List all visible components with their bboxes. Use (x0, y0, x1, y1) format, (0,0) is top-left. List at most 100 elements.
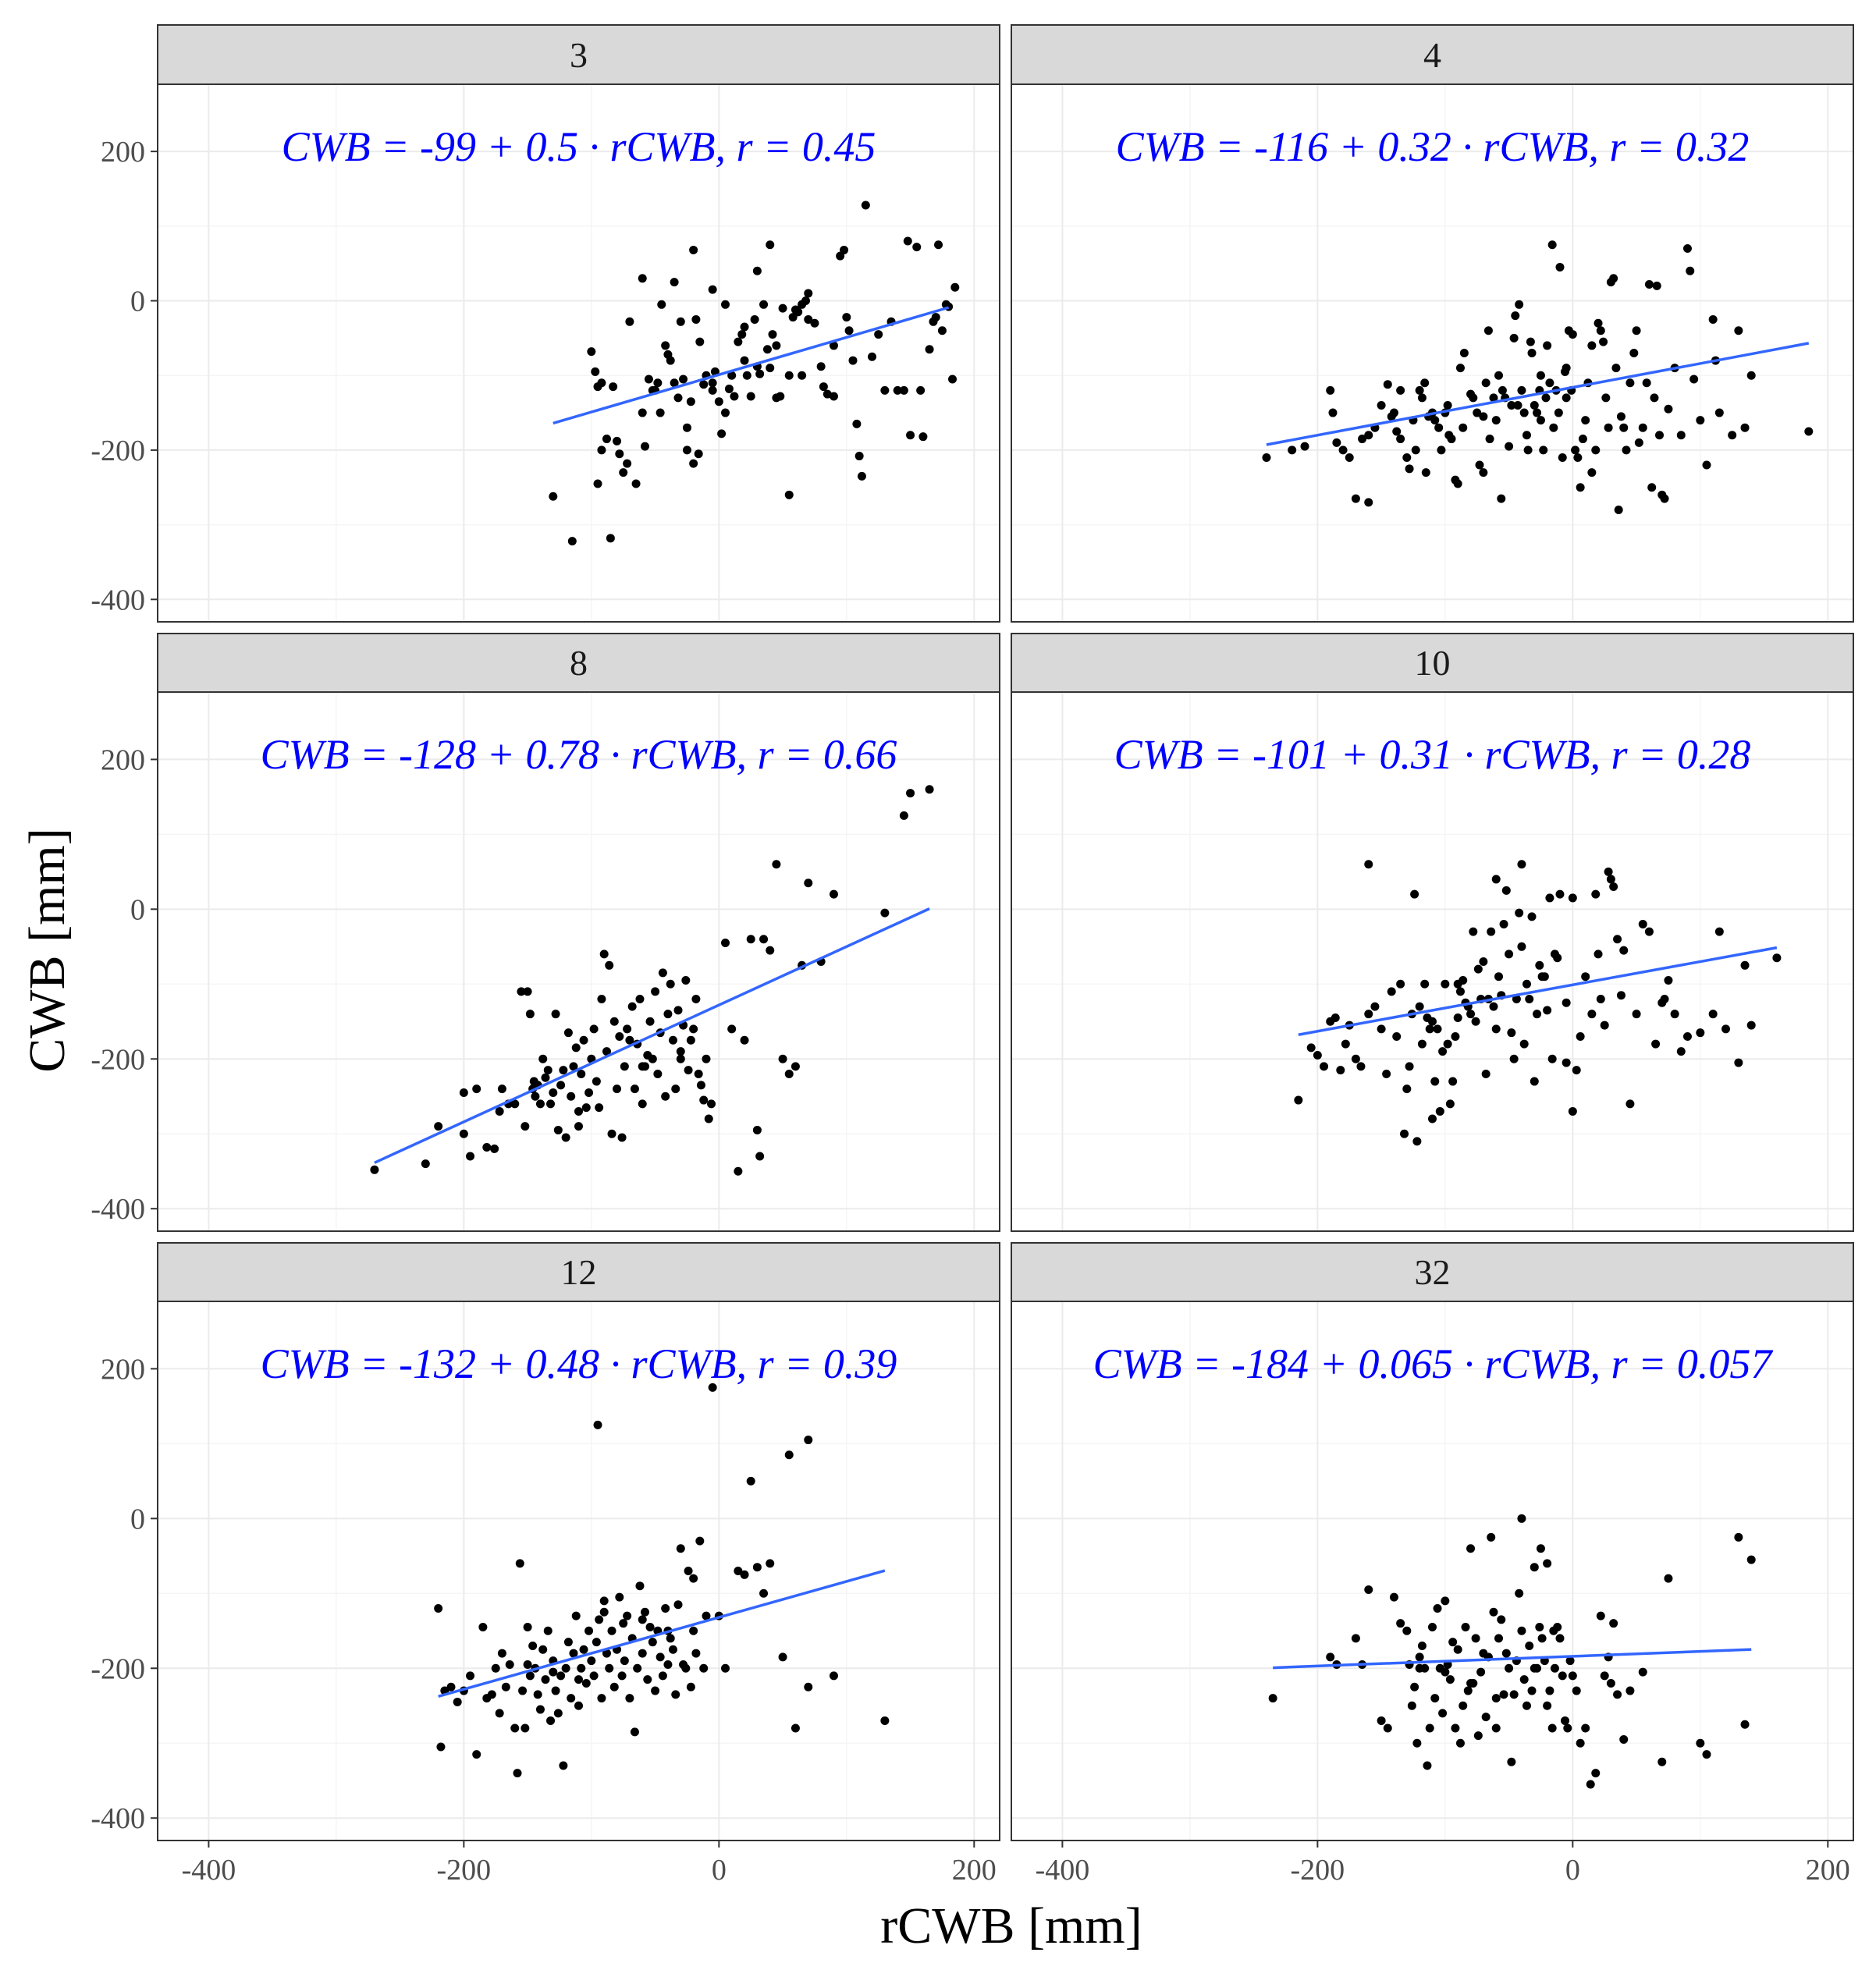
data-point (1539, 445, 1547, 454)
data-point (370, 1166, 378, 1174)
data-point (1696, 416, 1704, 424)
data-point (727, 1024, 736, 1033)
data-point (544, 1066, 552, 1074)
data-point (1464, 1687, 1473, 1695)
data-point (1586, 1780, 1595, 1789)
data-point (1482, 1713, 1490, 1721)
data-point (568, 537, 577, 545)
data-point (1364, 860, 1373, 868)
equation-label: CWB = -128 + 0.78 · rCWB, r = 0.66 (261, 731, 897, 778)
data-point (1576, 1032, 1585, 1041)
data-point (1548, 240, 1557, 249)
data-point (590, 1024, 599, 1033)
data-point (1420, 980, 1429, 989)
data-point (1629, 349, 1638, 357)
data-point (689, 1574, 698, 1583)
data-point (677, 1047, 685, 1056)
data-point (1326, 1652, 1334, 1661)
data-point (715, 397, 723, 406)
data-point (524, 1660, 532, 1669)
data-point (1617, 991, 1626, 999)
data-point (538, 1645, 547, 1654)
y-tick-label: 0 (130, 1503, 145, 1535)
data-point (1569, 330, 1577, 339)
data-point (1384, 1724, 1392, 1733)
data-point (766, 364, 774, 372)
data-point (819, 382, 828, 391)
data-point (1486, 435, 1494, 443)
data-point (721, 300, 730, 309)
data-point (645, 374, 653, 383)
equation-label: CWB = -184 + 0.065 · rCWB, r = 0.057 (1093, 1340, 1774, 1387)
data-point (1563, 1724, 1572, 1733)
data-point (608, 1627, 616, 1635)
data-point (687, 1036, 695, 1045)
data-point (1643, 378, 1651, 387)
data-point (772, 393, 780, 402)
data-point (810, 319, 819, 328)
data-point (691, 1649, 700, 1658)
data-point (659, 1671, 667, 1680)
data-point (653, 378, 662, 387)
data-point (1456, 364, 1465, 372)
data-point (580, 1645, 588, 1654)
data-point (1514, 401, 1522, 410)
data-point (904, 236, 912, 245)
data-point (1562, 364, 1571, 372)
data-point (1356, 1062, 1365, 1070)
data-point (1441, 1668, 1449, 1677)
data-point (498, 1649, 506, 1658)
data-point (1505, 950, 1513, 958)
data-point (1528, 349, 1537, 357)
data-point (521, 1724, 529, 1733)
data-point (1572, 1687, 1581, 1695)
data-point (1484, 326, 1493, 335)
x-tick-label: -200 (437, 1854, 492, 1887)
data-point (1537, 416, 1545, 424)
data-point (556, 1081, 565, 1089)
data-point (743, 371, 751, 380)
data-point (721, 409, 730, 417)
data-point (1543, 1559, 1551, 1567)
data-point (544, 1627, 552, 1635)
data-point (1400, 1130, 1409, 1138)
data-point (1466, 1010, 1475, 1018)
data-point (1466, 1679, 1475, 1688)
data-point (1377, 1716, 1386, 1725)
data-point (755, 370, 764, 378)
data-point (620, 1656, 629, 1665)
data-point (1487, 928, 1495, 936)
data-point (1533, 1010, 1541, 1018)
data-point (855, 452, 864, 460)
equation-label: CWB = -101 + 0.31 · rCWB, r = 0.28 (1114, 731, 1751, 778)
data-point (1377, 1024, 1386, 1033)
data-point (1441, 1596, 1449, 1605)
data-point (702, 1055, 710, 1063)
data-point (610, 1017, 619, 1026)
data-point (1469, 928, 1477, 936)
data-point (1576, 483, 1585, 492)
data-point (510, 1724, 519, 1733)
data-point (779, 1055, 787, 1063)
data-point (1619, 946, 1628, 955)
data-point (1456, 987, 1465, 996)
data-point (1653, 282, 1661, 290)
data-point (1390, 1593, 1398, 1602)
data-point (695, 338, 704, 346)
facet-panel-10: CWB = -101 + 0.31 · rCWB, r = 0.2810 (1011, 634, 1853, 1231)
data-point (1591, 1769, 1600, 1777)
data-point (1664, 976, 1672, 985)
data-point (751, 315, 759, 324)
y-tick-label: 0 (130, 286, 145, 318)
data-point (1396, 1619, 1405, 1628)
data-point (1613, 1690, 1622, 1699)
data-point (638, 1099, 647, 1108)
x-tick-label: 200 (952, 1854, 997, 1887)
data-point (753, 1126, 762, 1134)
data-point (1609, 1619, 1618, 1628)
data-point (874, 330, 883, 339)
data-point (1525, 1642, 1533, 1650)
data-point (1446, 1675, 1455, 1684)
data-point (1611, 364, 1620, 372)
data-point (677, 318, 685, 326)
